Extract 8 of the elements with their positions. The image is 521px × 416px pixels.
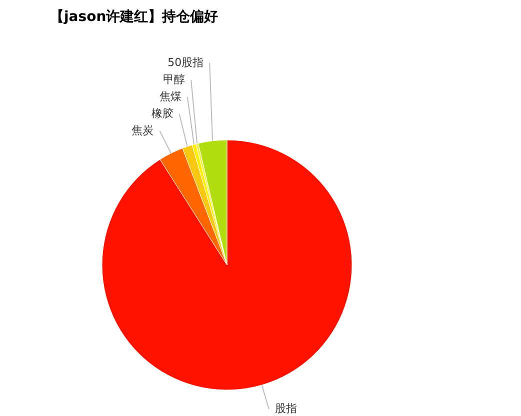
slice-label: 焦煤 [159, 90, 182, 103]
slice-label: 橡胶 [151, 106, 174, 120]
chart-title: 【jason许建红】持仓偏好 [50, 9, 218, 25]
slice-label: 焦炭 [132, 124, 154, 137]
slice-label: 50股指 [168, 56, 204, 69]
slice-label: 甲醇 [163, 72, 186, 86]
slice-label: 股指 [274, 402, 297, 416]
pie-slice [102, 140, 352, 390]
